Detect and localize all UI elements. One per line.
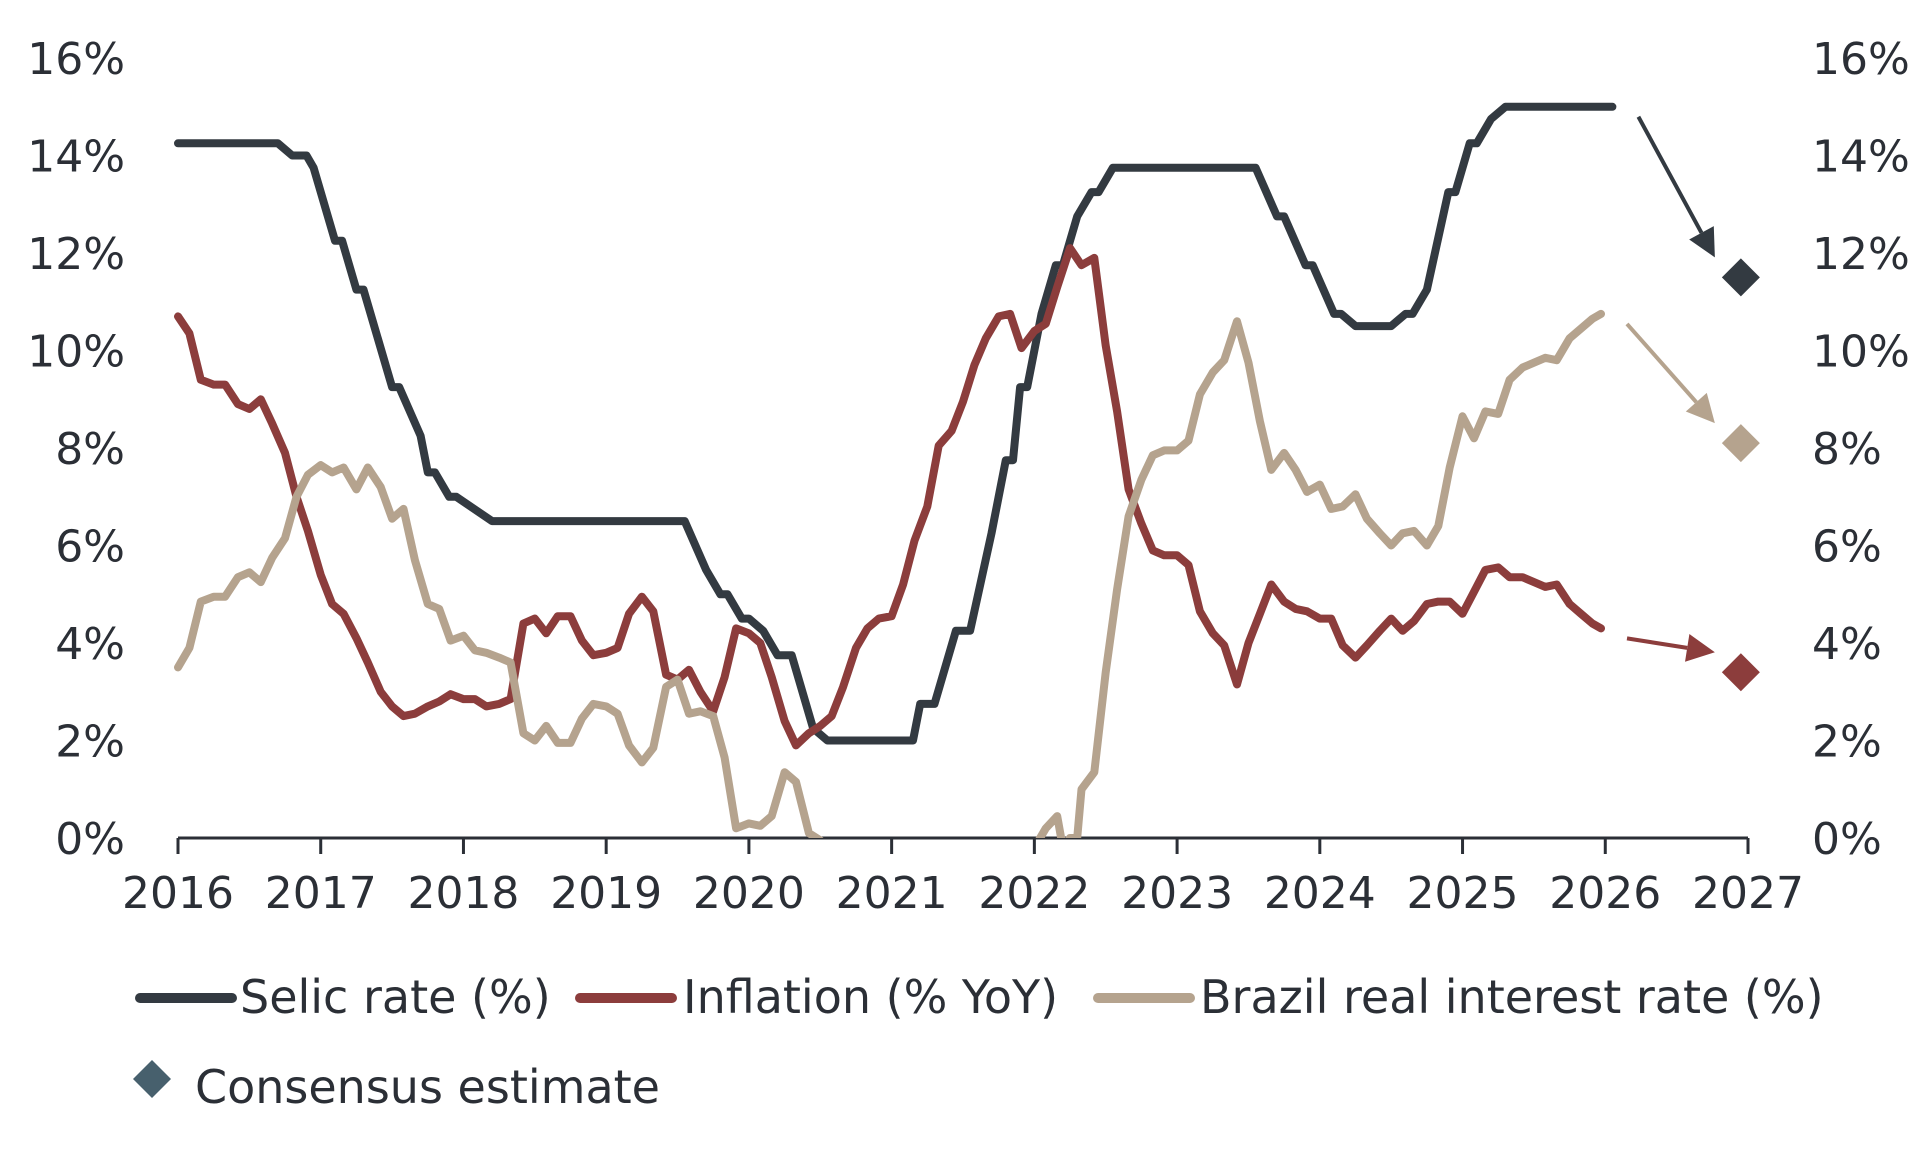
estimate-diamond-1 [1721,258,1760,297]
y-right-tick-label: 6% [1812,522,1882,573]
series-group [174,102,1617,838]
y-right-tick-label: 8% [1812,424,1882,475]
estimate-diamond-2 [1721,653,1760,692]
x-tick-label: 2025 [1407,868,1519,919]
legend-label-4: Consensus estimate [195,1060,660,1114]
estimate-diamond-3 [1721,424,1760,463]
series-line-3 [174,309,1605,838]
estimate-arrow-3 [1625,322,1698,404]
y-left-tick-label: 8% [55,424,125,475]
x-tick-label: 2021 [836,868,948,919]
x-tick-label: 2022 [978,868,1090,919]
y-right-tick-label: 10% [1812,327,1910,378]
estimate-arrowhead-1 [1689,226,1715,258]
y-left-tick-label: 6% [55,522,125,573]
x-tick-label: 2018 [407,868,519,919]
x-tick-label: 2023 [1121,868,1233,919]
x-tick-label: 2019 [550,868,662,919]
y-right-tick-label: 4% [1812,619,1882,670]
estimate-arrowhead-2 [1685,634,1715,662]
estimates-group [1625,115,1760,692]
x-tick-label: 2017 [265,868,377,919]
estimate-arrow-1 [1636,115,1704,234]
y-left-tick-label: 14% [27,132,125,183]
estimate-arrowhead-3 [1685,392,1715,424]
y-right-tick-label: 0% [1812,814,1882,865]
y-left-tick-label: 4% [55,619,125,670]
legend-label-2: Inflation (% YoY) [683,970,1058,1024]
legend-label-3: Brazil real interest rate (%) [1200,970,1824,1024]
axes: 2016 2017 2018 2019 2020 2021 2022 2023 2024 2025… [27,34,1910,919]
x-tick-label: 2027 [1692,868,1804,919]
estimate-arrow-2 [1626,636,1688,650]
y-right-tick-label: 12% [1812,229,1910,280]
y-left-tick-label: 16% [27,34,125,85]
legend-label-1: Selic rate (%) [240,970,551,1024]
y-left-tick-label: 10% [27,327,125,378]
x-tick-label: 2020 [693,868,805,919]
x-tick-label: 2016 [122,868,234,919]
x-tick-label: 2024 [1264,868,1376,919]
y-right-tick-label: 14% [1812,132,1910,183]
y-left-tick-label: 2% [55,717,125,768]
y-left-tick-label: 0% [55,814,125,865]
legend-swatch-diamond [133,1060,171,1098]
series-line-2 [174,244,1605,750]
y-right-tick-label: 16% [1812,34,1910,85]
y-left-tick-label: 12% [27,229,125,280]
legend: Selic rate (%) Inflation (% YoY) Brazil re… [133,970,1824,1114]
x-tick-label: 2026 [1549,868,1661,919]
series-line-1 [174,102,1617,745]
y-right-tick-label: 2% [1812,717,1882,768]
